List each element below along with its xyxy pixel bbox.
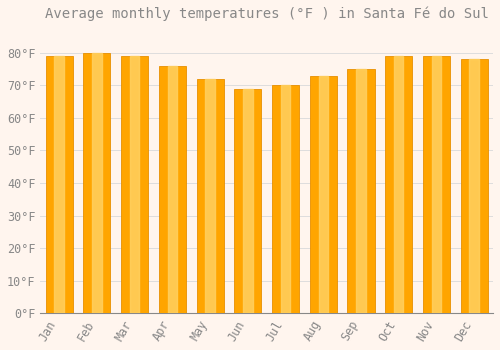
Bar [460, 59, 488, 313]
Bar [196, 79, 224, 313]
Bar [423, 56, 450, 313]
Bar [432, 56, 441, 313]
Bar [54, 56, 64, 313]
Bar [121, 56, 148, 313]
Bar [470, 59, 479, 313]
Bar [356, 69, 366, 313]
Bar [310, 76, 337, 313]
Bar [159, 66, 186, 313]
Bar [243, 89, 252, 313]
Bar [46, 56, 73, 313]
Bar [130, 56, 140, 313]
Bar [206, 79, 215, 313]
Bar [348, 69, 374, 313]
Bar [234, 89, 262, 313]
Bar [272, 85, 299, 313]
Bar [318, 76, 328, 313]
Bar [168, 66, 177, 313]
Bar [385, 56, 412, 313]
Bar [92, 53, 102, 313]
Bar [281, 85, 290, 313]
Title: Average monthly temperatures (°F ) in Santa Fé do Sul: Average monthly temperatures (°F ) in Sa… [44, 7, 488, 21]
Bar [84, 53, 110, 313]
Bar [394, 56, 404, 313]
